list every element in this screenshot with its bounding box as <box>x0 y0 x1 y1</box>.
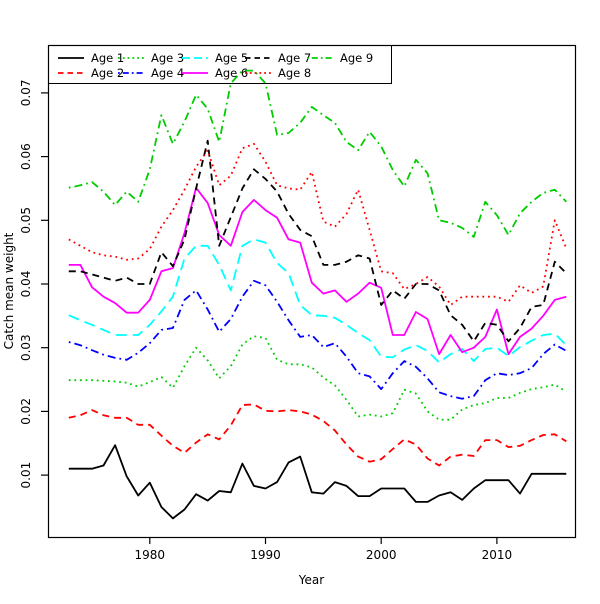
series-age-2 <box>68 403 567 467</box>
legend-item: Age 5 <box>182 51 248 65</box>
y-tick-label: 0.04 <box>19 271 33 298</box>
series-age-6 <box>68 186 567 356</box>
series-age-5 <box>68 238 567 364</box>
y-tick-label: 0.07 <box>19 80 33 107</box>
legend-item: Age 7 <box>245 51 311 65</box>
plot-border <box>47 44 577 539</box>
legend-box <box>48 45 392 84</box>
series-age-4 <box>68 279 567 400</box>
legend-label: Age 3 <box>151 51 184 65</box>
series-age-1 <box>68 444 567 520</box>
legend-label: Age 6 <box>215 66 248 80</box>
x-axis: 1980 1990 2000 2010 Year <box>135 537 513 587</box>
legend-label: Age 1 <box>91 51 124 65</box>
legend-item: Age 2 <box>58 66 124 80</box>
y-tick-label: 0.02 <box>19 398 33 425</box>
y-tick-label: 0.03 <box>19 334 33 361</box>
x-tick-label: 2010 <box>482 548 513 562</box>
series-age-8 <box>68 142 568 306</box>
legend-item: Age 4 <box>118 66 184 80</box>
legend-label: Age 5 <box>215 51 248 65</box>
x-axis-title: Year <box>298 573 324 587</box>
legend-item: Age 8 <box>245 66 311 80</box>
series-age-7 <box>68 139 567 343</box>
legend-item: Age 3 <box>118 51 184 65</box>
y-tick-label: 0.01 <box>19 462 33 489</box>
y-tick-label: 0.06 <box>19 143 33 170</box>
legend-label: Age 8 <box>278 66 311 80</box>
legend-label: Age 4 <box>151 66 184 80</box>
legend-label: Age 9 <box>340 51 373 65</box>
legend-label: Age 7 <box>278 51 311 65</box>
series-lines <box>68 69 568 520</box>
series-age-9 <box>68 69 567 238</box>
legend-item: Age 9 <box>307 51 373 65</box>
y-axis-title: Catch mean weight <box>2 232 16 349</box>
series-age-3 <box>68 335 567 421</box>
legend-item: Age 1 <box>58 51 124 65</box>
legend-item: Age 6 <box>182 66 248 80</box>
x-tick-label: 1980 <box>135 548 166 562</box>
y-axis: 0.01 0.02 0.03 0.04 0.05 0.06 0.07 Catch mean w… <box>2 80 48 489</box>
legend-label: Age 2 <box>91 66 124 80</box>
x-tick-label: 1990 <box>250 548 281 562</box>
y-tick-label: 0.05 <box>19 207 33 234</box>
x-tick-label: 2000 <box>366 548 397 562</box>
